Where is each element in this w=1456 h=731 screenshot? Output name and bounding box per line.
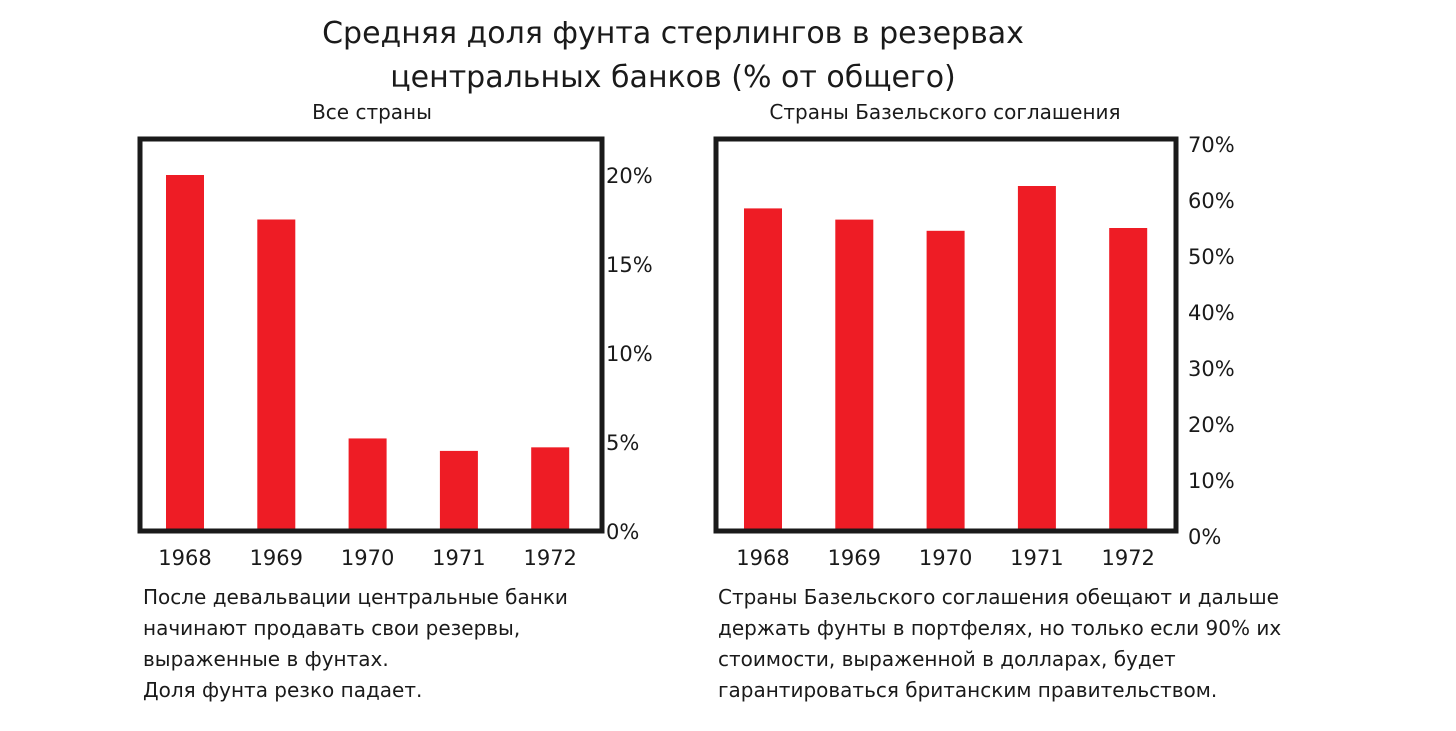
y-tick-label: 20% bbox=[1188, 413, 1235, 437]
y-tick-label: 0% bbox=[1188, 525, 1221, 549]
caption-line: начинают продавать свои резервы, bbox=[143, 616, 521, 640]
bar-1968 bbox=[166, 175, 204, 531]
y-tick-label: 20% bbox=[606, 164, 653, 188]
y-tick-label: 0% bbox=[606, 520, 639, 544]
bar-1971 bbox=[1017, 186, 1056, 531]
caption-line: держать фунты в портфелях, но только есл… bbox=[718, 616, 1282, 640]
right-panel-title: Страны Базельского соглашения bbox=[769, 100, 1121, 124]
bar-1969 bbox=[257, 219, 296, 531]
bar-1968 bbox=[744, 208, 782, 531]
caption-line: гарантироваться британским правительство… bbox=[718, 678, 1218, 702]
caption-line: Страны Базельского соглашения обещают и … bbox=[718, 585, 1279, 609]
chart-title: Средняя доля фунта стерлингов в резервах… bbox=[0, 12, 1346, 100]
y-tick-label: 15% bbox=[606, 253, 653, 277]
x-tick-label: 1969 bbox=[250, 546, 303, 570]
x-tick-label: 1972 bbox=[523, 546, 576, 570]
x-tick-label: 1971 bbox=[432, 546, 485, 570]
caption-line: Доля фунта резко падает. bbox=[143, 678, 423, 702]
y-tick-label: 10% bbox=[606, 342, 653, 366]
bar-1970 bbox=[348, 438, 387, 531]
x-tick-label: 1970 bbox=[341, 546, 394, 570]
y-tick-label: 5% bbox=[606, 431, 639, 455]
right-caption: Страны Базельского соглашения обещают и … bbox=[718, 582, 1318, 706]
bar-1971 bbox=[439, 450, 478, 531]
left-panel-title: Все страны bbox=[312, 100, 432, 124]
bar-1970 bbox=[926, 230, 965, 532]
x-tick-label: 1970 bbox=[919, 546, 972, 570]
y-tick-label: 60% bbox=[1188, 189, 1235, 213]
y-tick-label: 70% bbox=[1188, 133, 1235, 157]
left-caption: После девальвации центральные банки начи… bbox=[143, 582, 613, 706]
plot-frame bbox=[713, 136, 1179, 534]
x-tick-label: 1968 bbox=[736, 546, 789, 570]
right-bar-chart: 1968 1969 1970 1971 1972 0% 10% 20% 30% 40% 50% 60%… bbox=[713, 133, 1235, 570]
y-tick-label: 40% bbox=[1188, 301, 1235, 325]
chart-title-line: Средняя доля фунта стерлингов в резервах bbox=[322, 16, 1024, 51]
y-tick-label: 10% bbox=[1188, 469, 1235, 493]
plot-frame bbox=[137, 136, 605, 534]
bar-1969 bbox=[835, 219, 874, 531]
bar-1972 bbox=[531, 447, 570, 531]
caption-line: После девальвации центральные банки bbox=[143, 585, 568, 609]
y-tick-label: 50% bbox=[1188, 245, 1235, 269]
x-tick-label: 1971 bbox=[1010, 546, 1063, 570]
x-tick-label: 1969 bbox=[828, 546, 881, 570]
chart-title-line: центральных банков (% от общего) bbox=[390, 60, 956, 95]
left-bar-chart: 1968 1969 1970 1971 1972 0% 5% 10% 15% 20% bbox=[137, 136, 653, 570]
x-tick-label: 1972 bbox=[1101, 546, 1154, 570]
caption-line: выраженные в фунтах. bbox=[143, 647, 389, 671]
caption-line: стоимости, выраженной в долларах, будет bbox=[718, 647, 1176, 671]
y-tick-label: 30% bbox=[1188, 357, 1235, 381]
bar-1972 bbox=[1109, 228, 1148, 531]
x-tick-label: 1968 bbox=[158, 546, 211, 570]
